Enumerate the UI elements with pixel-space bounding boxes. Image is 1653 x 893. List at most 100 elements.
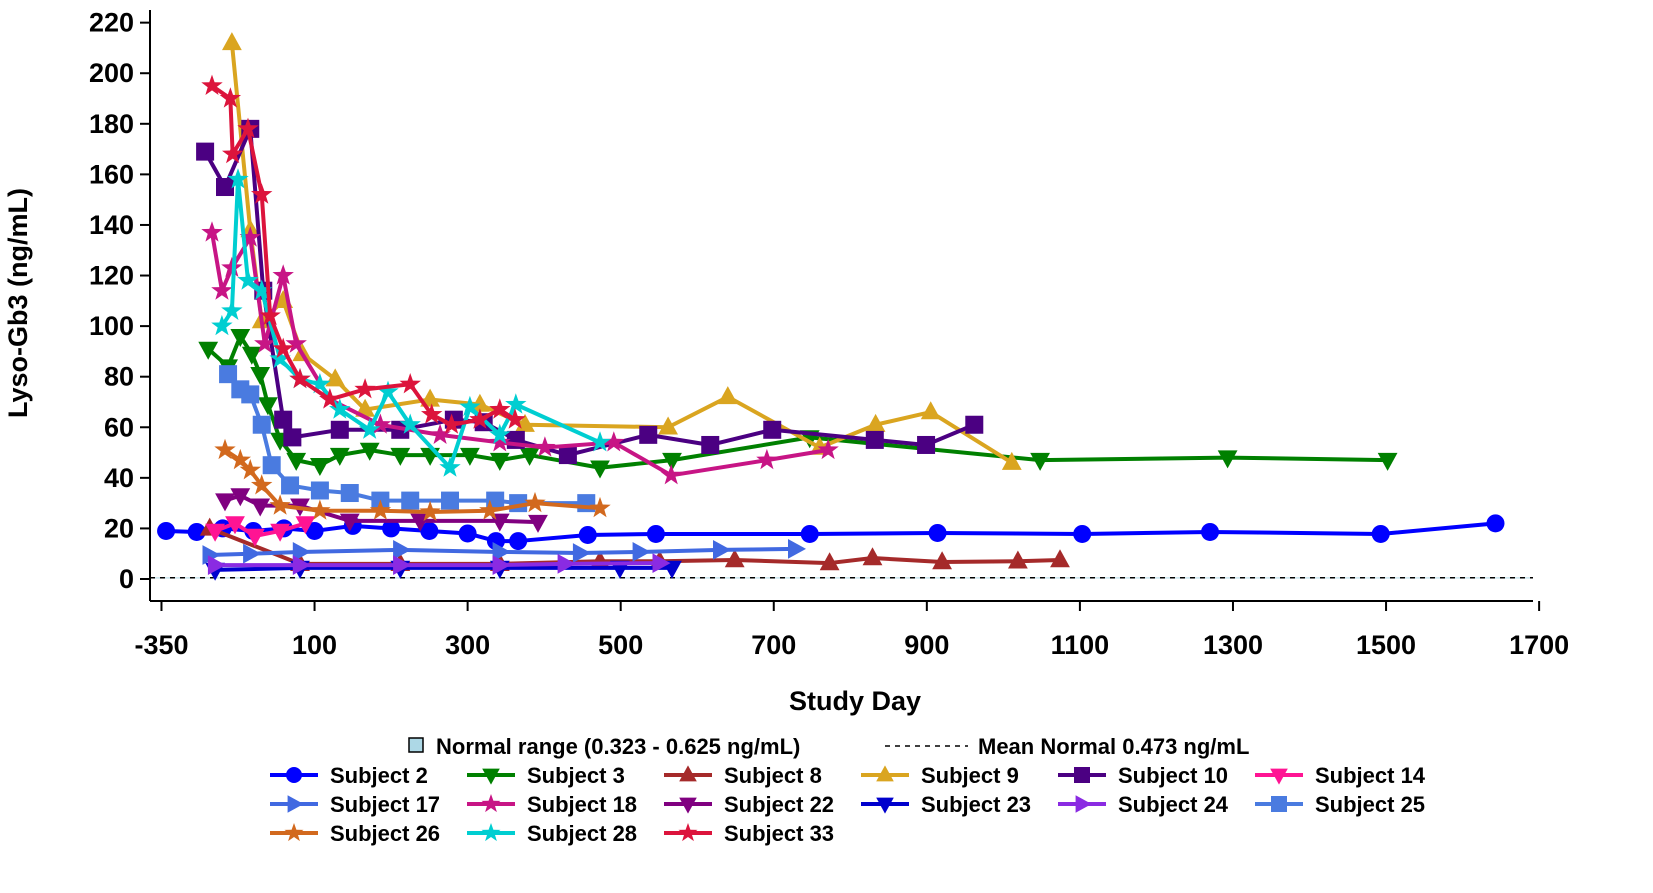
data-point [724,549,745,568]
data-point [283,428,302,447]
series-subject-33 [201,74,526,434]
x-tick-label: 900 [904,630,949,660]
data-point [305,521,324,540]
data-point [489,423,511,444]
series-subject-24 [207,553,671,575]
data-point [440,413,463,434]
data-point [211,279,233,300]
data-point [243,543,262,564]
data-point [1486,514,1505,533]
data-point [225,516,245,535]
series-line [210,232,829,478]
data-point [917,435,936,454]
legend-item: Subject 33 [664,821,834,846]
data-point [558,446,577,465]
data-point [201,221,223,242]
data-point [269,347,291,369]
data-point [458,524,477,543]
data-point [237,117,259,138]
data-point [270,523,290,542]
data-point [369,413,392,434]
legend-item: Subject 2 [270,763,428,788]
data-point [441,491,460,510]
data-point [1001,451,1022,470]
data-point [399,373,421,394]
x-tick-label: 1300 [1203,630,1263,660]
legend-marker [1270,768,1288,785]
legend-item: Subject 9 [861,763,1019,788]
data-point [393,555,412,575]
legend-label: Subject 10 [1118,763,1228,788]
data-point [572,543,591,563]
y-tick-label: 80 [104,362,134,392]
data-point [819,552,840,571]
data-point [309,499,331,520]
data-point [639,425,658,444]
data-point [202,545,221,565]
data-point [239,459,261,480]
data-point [330,420,349,439]
data-point [310,481,329,500]
legend-marker [1075,795,1092,813]
data-point [285,332,307,353]
legend-item: Subject 17 [270,792,440,817]
data-point [662,452,682,471]
data-point [662,560,682,579]
y-tick-label: 160 [89,159,134,189]
legend-marker [1074,767,1090,783]
data-point [289,368,311,389]
data-point [646,524,665,543]
data-point [505,393,527,414]
x-tick-label: 500 [598,630,643,660]
legend-item: Subject 14 [1255,763,1426,788]
x-tick-label: 1500 [1356,630,1416,660]
data-point [578,525,597,544]
data-point [354,378,376,399]
data-point [865,430,884,449]
data-point [420,521,439,540]
data-point [237,269,259,290]
legend-marker [876,797,894,814]
x-tick-label: 1100 [1051,630,1110,660]
series-line [166,521,1496,544]
normal-range-swatch [408,737,424,753]
data-point [227,168,249,189]
data-point [632,542,651,562]
data-point [221,299,243,320]
data-point [489,452,510,471]
data-point [245,528,265,547]
data-point [221,256,243,277]
y-tick-label: 120 [89,261,134,291]
data-point [329,447,350,466]
data-point [252,415,271,434]
y-tick-label: 100 [89,311,134,341]
y-ticks: 0 20 40 60 80 100 120 140 160 180 200 220 [89,8,150,594]
data-point [292,542,311,562]
legend-label: Subject 26 [330,821,440,846]
data-point [519,447,540,466]
legend-label: Subject 33 [724,821,834,846]
data-point [272,264,294,285]
data-point [419,500,441,522]
x-tick-label: 300 [445,630,490,660]
legend-item: Subject 10 [1058,763,1228,788]
data-point [652,553,671,573]
data-point [295,516,316,535]
legend-label: Subject 14 [1315,763,1426,788]
data-point [1008,550,1028,569]
data-point [800,524,819,543]
data-point [390,447,411,466]
data-point [359,442,380,461]
legend-marker [284,823,304,842]
data-point [325,368,346,387]
series-subject-17 [202,539,806,565]
y-tick-label: 60 [104,412,134,442]
legend-marker [678,823,698,842]
legend-item: Subject 23 [861,792,1031,817]
data-point [658,416,678,435]
data-point [865,413,886,432]
data-point [504,408,526,429]
data-point [229,448,251,470]
legend-item: Subject 28 [467,821,637,846]
legend-marker [876,765,894,782]
